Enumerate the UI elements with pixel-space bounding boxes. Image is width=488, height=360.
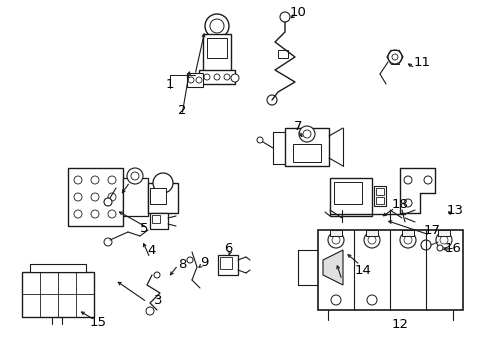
Text: 6: 6: [224, 242, 232, 255]
Bar: [375, 197, 383, 204]
Circle shape: [186, 257, 193, 263]
Text: 11: 11: [413, 55, 429, 68]
Text: 12: 12: [391, 319, 407, 332]
Text: 15: 15: [89, 315, 106, 328]
Bar: [333, 182, 361, 204]
Circle shape: [108, 210, 116, 218]
Circle shape: [399, 232, 415, 248]
Bar: [220, 257, 231, 269]
Bar: [22, 272, 94, 317]
Circle shape: [280, 12, 289, 22]
Bar: [365, 230, 377, 236]
Circle shape: [367, 236, 375, 244]
Circle shape: [104, 198, 112, 206]
Text: 17: 17: [423, 224, 440, 237]
Text: 4: 4: [147, 243, 156, 256]
Text: 10: 10: [289, 5, 306, 18]
Circle shape: [91, 210, 99, 218]
Text: 13: 13: [446, 203, 463, 216]
Circle shape: [391, 54, 397, 60]
Text: 2: 2: [177, 104, 186, 117]
Circle shape: [366, 295, 376, 305]
Bar: [148, 183, 178, 213]
Text: 8: 8: [178, 258, 186, 271]
Bar: [68, 168, 123, 226]
Text: 9: 9: [200, 256, 208, 269]
Bar: [329, 178, 371, 216]
Circle shape: [423, 176, 431, 184]
Circle shape: [257, 137, 263, 143]
Circle shape: [214, 74, 220, 80]
Circle shape: [127, 168, 142, 184]
Bar: [186, 73, 203, 87]
Circle shape: [224, 74, 229, 80]
Circle shape: [203, 74, 209, 80]
Circle shape: [153, 173, 173, 193]
Bar: [285, 128, 328, 166]
Circle shape: [195, 74, 203, 82]
Text: 7: 7: [293, 120, 302, 132]
Bar: [317, 230, 462, 310]
Bar: [375, 188, 383, 195]
Circle shape: [230, 74, 239, 82]
Circle shape: [187, 77, 194, 83]
Bar: [292, 144, 320, 162]
Circle shape: [436, 245, 442, 251]
Circle shape: [209, 19, 224, 33]
Text: 18: 18: [391, 198, 407, 211]
Bar: [123, 178, 148, 216]
Circle shape: [91, 176, 99, 184]
Circle shape: [403, 176, 411, 184]
Circle shape: [74, 210, 82, 218]
Circle shape: [196, 77, 202, 83]
Bar: [30, 264, 86, 272]
Circle shape: [108, 176, 116, 184]
Circle shape: [331, 236, 339, 244]
Bar: [206, 38, 226, 58]
Circle shape: [330, 295, 340, 305]
Circle shape: [204, 14, 228, 38]
Bar: [373, 186, 385, 206]
Circle shape: [420, 240, 430, 250]
Bar: [401, 230, 413, 236]
Bar: [150, 188, 165, 204]
Circle shape: [435, 232, 451, 248]
Bar: [199, 70, 235, 84]
Bar: [152, 215, 160, 223]
Circle shape: [363, 232, 379, 248]
Circle shape: [74, 193, 82, 201]
Circle shape: [108, 193, 116, 201]
Circle shape: [131, 172, 139, 180]
Text: 1: 1: [165, 78, 174, 91]
Bar: [203, 34, 230, 72]
Circle shape: [327, 232, 343, 248]
Text: 14: 14: [354, 264, 371, 276]
Circle shape: [298, 126, 314, 142]
Circle shape: [439, 236, 447, 244]
Bar: [218, 255, 238, 275]
Bar: [437, 230, 449, 236]
Text: 5: 5: [140, 221, 148, 234]
Circle shape: [91, 193, 99, 201]
Circle shape: [146, 307, 154, 315]
Bar: [150, 213, 168, 229]
Circle shape: [74, 176, 82, 184]
Circle shape: [104, 238, 112, 246]
Circle shape: [403, 236, 411, 244]
Circle shape: [387, 50, 401, 64]
Circle shape: [266, 95, 276, 105]
Circle shape: [403, 199, 411, 207]
Bar: [329, 230, 341, 236]
Bar: [278, 50, 287, 58]
Polygon shape: [323, 250, 342, 285]
Text: 16: 16: [444, 242, 461, 255]
Circle shape: [154, 272, 160, 278]
Text: 3: 3: [153, 293, 162, 306]
Circle shape: [303, 130, 310, 138]
